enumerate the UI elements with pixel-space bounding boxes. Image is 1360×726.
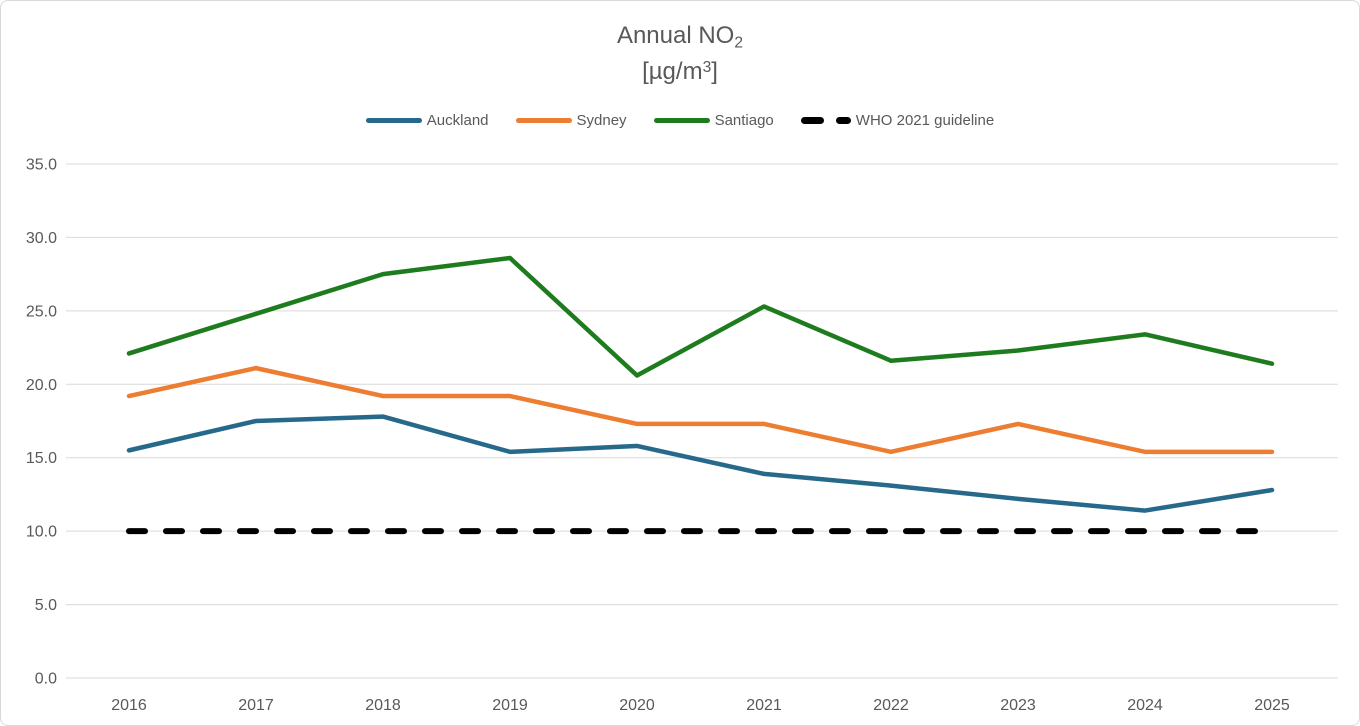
y-tick-label-20.0: 20.0 — [26, 377, 57, 394]
sydney-line-swatch-icon — [515, 118, 572, 123]
x-tick-label-2017: 2017 — [238, 697, 274, 714]
legend-item-sydney: Sydney — [515, 112, 627, 129]
dash-icon — [800, 117, 824, 124]
legend-label-sydney: Sydney — [576, 112, 627, 129]
x-tick-label-2019: 2019 — [492, 697, 528, 714]
chart-legend: Auckland Sydney Santiago WHO 2021 guidel… — [1, 112, 1359, 129]
series-line-santiago — [126, 255, 1275, 378]
y-tick-label-25.0: 25.0 — [26, 303, 57, 320]
x-tick-label-2018: 2018 — [365, 697, 401, 714]
legend-item-santiago: Santiago — [653, 112, 774, 129]
x-tick-label-2025: 2025 — [1254, 697, 1290, 714]
x-tick-label-2023: 2023 — [1000, 697, 1036, 714]
dash-icon — [835, 117, 851, 124]
x-tick-label-2020: 2020 — [619, 697, 655, 714]
y-tick-label-0.0: 0.0 — [35, 671, 57, 688]
x-tick-label-2022: 2022 — [873, 697, 909, 714]
legend-item-who-guideline: WHO 2021 guideline — [800, 112, 995, 129]
x-tick-label-2024: 2024 — [1127, 697, 1163, 714]
y-tick-label-30.0: 30.0 — [26, 230, 57, 247]
x-tick-label-2021: 2021 — [746, 697, 782, 714]
who-guideline-dash-swatch-icon — [800, 117, 851, 124]
legend-label-auckland: Auckland — [426, 112, 489, 129]
x-tick-label-2016: 2016 — [111, 697, 147, 714]
legend-label-who-guideline: WHO 2021 guideline — [855, 112, 995, 129]
santiago-line-swatch-icon — [653, 118, 710, 123]
auckland-line-swatch-icon — [365, 118, 422, 123]
y-tick-label-15.0: 15.0 — [26, 450, 57, 467]
y-tick-label-35.0: 35.0 — [26, 157, 57, 174]
y-tick-label-5.0: 5.0 — [35, 597, 57, 614]
series-line-auckland — [126, 414, 1275, 513]
legend-label-santiago: Santiago — [714, 112, 774, 129]
y-tick-label-10.0: 10.0 — [26, 524, 57, 541]
series-line-sydney — [126, 365, 1275, 455]
legend-item-auckland: Auckland — [365, 112, 489, 129]
